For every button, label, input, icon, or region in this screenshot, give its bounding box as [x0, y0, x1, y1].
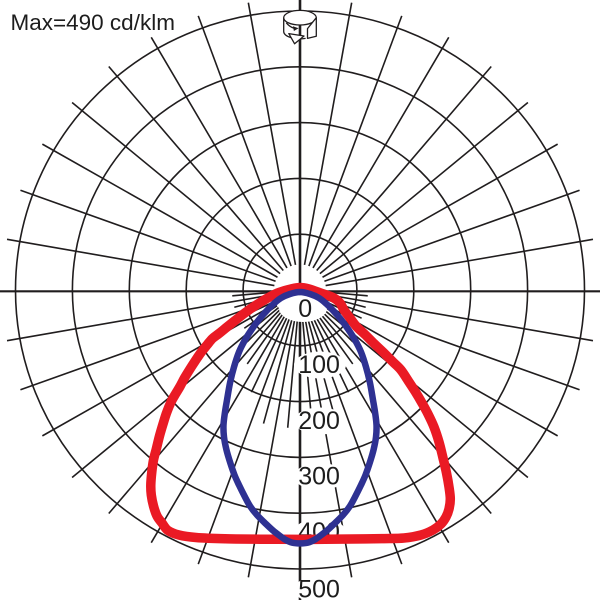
svg-text:Max=490 cd/klm: Max=490 cd/klm — [11, 10, 175, 35]
svg-text:100: 100 — [298, 351, 340, 379]
svg-text:200: 200 — [298, 407, 340, 435]
svg-text:500: 500 — [298, 576, 340, 600]
svg-text:0: 0 — [298, 295, 312, 323]
svg-text:300: 300 — [298, 463, 340, 491]
